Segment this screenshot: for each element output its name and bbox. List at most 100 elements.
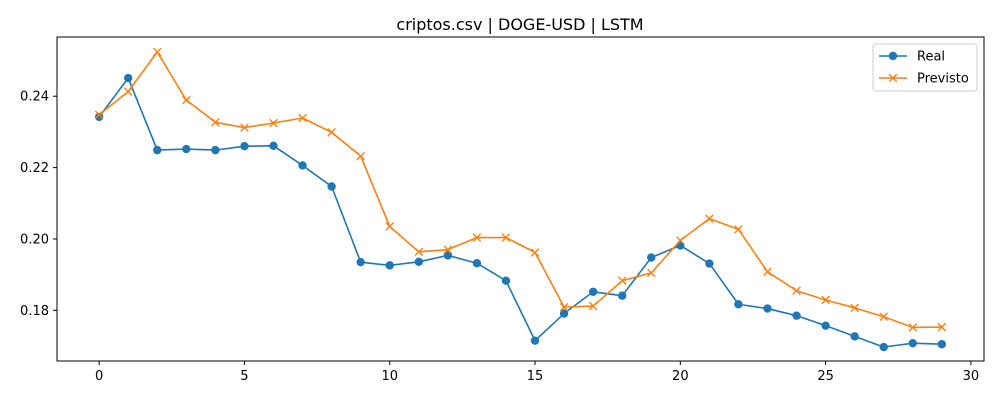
x-axis: 0 5 10 15 20 25 30 xyxy=(95,361,979,384)
data-point-real xyxy=(850,332,859,341)
x-marker-stroke xyxy=(182,95,191,105)
x-marker-stroke xyxy=(211,117,220,127)
data-point-previsto xyxy=(705,214,714,223)
x-marker-stroke xyxy=(734,225,743,234)
data-point-real xyxy=(240,141,249,151)
y-tick-label: 0.22 xyxy=(20,161,49,176)
data-point-real xyxy=(734,300,743,309)
data-point-previsto xyxy=(356,151,365,161)
x-marker-stroke xyxy=(937,322,947,332)
series-line-real xyxy=(98,77,942,348)
legend-label-previsto: Previsto xyxy=(917,72,969,87)
x-marker-stroke xyxy=(94,110,104,120)
x-tick-label: 25 xyxy=(817,369,834,384)
y-tick-label: 0.20 xyxy=(20,232,49,247)
y-tick-label: 0.18 xyxy=(20,304,49,319)
x-marker-stroke xyxy=(888,73,898,83)
x-tick-label: 15 xyxy=(527,369,544,384)
data-point-previsto xyxy=(530,248,540,257)
data-point-previsto xyxy=(850,303,859,313)
x-marker-stroke xyxy=(152,47,162,57)
data-point-previsto xyxy=(879,312,889,322)
series-line-previsto xyxy=(98,51,942,329)
data-point-previsto xyxy=(908,323,918,332)
data-point-previsto xyxy=(734,225,743,234)
data-point-real xyxy=(414,257,423,267)
x-tick-label: 0 xyxy=(95,369,103,384)
data-point-real xyxy=(821,321,830,330)
data-point-real xyxy=(269,141,278,151)
data-point-previsto xyxy=(821,295,830,305)
x-marker-stroke xyxy=(298,113,307,123)
data-point-real xyxy=(327,182,336,191)
x-marker-stroke xyxy=(240,123,249,132)
data-point-real xyxy=(908,338,918,348)
x-marker-stroke xyxy=(763,267,772,277)
x-marker-stroke xyxy=(472,233,482,242)
data-point-real xyxy=(385,261,394,270)
x-marker-stroke xyxy=(385,222,395,231)
x-marker-stroke xyxy=(821,295,830,305)
data-point-real xyxy=(123,73,133,83)
data-point-real xyxy=(530,336,540,345)
data-point-previsto xyxy=(588,301,598,311)
x-marker-stroke xyxy=(676,236,685,245)
series-previsto xyxy=(94,47,947,332)
x-marker-stroke xyxy=(705,214,714,223)
x-marker-stroke xyxy=(530,248,540,257)
data-point-real xyxy=(472,259,482,268)
x-tick-label: 10 xyxy=(381,369,398,384)
x-marker-stroke xyxy=(443,245,453,254)
data-point-real xyxy=(298,161,307,170)
data-point-previsto xyxy=(472,233,482,242)
x-marker-stroke xyxy=(559,302,569,312)
x-tick-label: 30 xyxy=(963,369,980,384)
y-tick-label: 0.24 xyxy=(20,90,49,105)
x-marker-stroke xyxy=(646,268,656,278)
x-tick-label: 5 xyxy=(240,369,248,384)
data-point-real xyxy=(588,287,598,296)
data-point-real xyxy=(792,311,801,320)
data-point-real xyxy=(705,259,714,268)
x-marker-stroke xyxy=(356,151,365,161)
data-point-previsto xyxy=(152,47,162,57)
x-tick-label: 20 xyxy=(672,369,689,384)
data-point-previsto xyxy=(123,87,133,96)
data-point-previsto xyxy=(501,233,511,242)
x-marker-stroke xyxy=(414,247,424,257)
data-point-previsto xyxy=(414,247,424,257)
data-point-real xyxy=(356,257,365,267)
data-point-previsto xyxy=(559,302,569,312)
x-marker-stroke xyxy=(908,323,918,332)
plot-area xyxy=(56,36,985,362)
y-axis: 0.18 0.20 0.22 0.24 xyxy=(20,90,57,319)
data-point-previsto xyxy=(182,95,191,105)
data-point-real xyxy=(618,291,627,300)
series-layer xyxy=(94,47,947,352)
data-point-real xyxy=(559,309,569,318)
x-marker-stroke xyxy=(879,312,889,322)
data-point-previsto xyxy=(792,286,801,295)
data-point-previsto xyxy=(443,245,453,254)
x-marker-stroke xyxy=(123,87,133,96)
x-marker-stroke xyxy=(269,118,278,128)
x-marker-stroke xyxy=(617,276,627,286)
data-point-previsto xyxy=(937,322,947,332)
data-point-real xyxy=(153,145,162,155)
x-marker-stroke xyxy=(588,301,598,311)
data-point-real xyxy=(182,144,191,154)
x-marker-stroke xyxy=(850,303,859,313)
data-point-previsto xyxy=(385,222,395,231)
x-marker-stroke xyxy=(327,127,336,137)
data-point-real xyxy=(763,304,772,313)
data-point-previsto xyxy=(646,268,656,278)
data-point-previsto xyxy=(327,127,336,137)
data-point-real xyxy=(937,340,947,349)
series-real xyxy=(94,73,947,352)
plot-frame xyxy=(56,36,985,362)
legend-marker-real xyxy=(888,51,898,61)
data-point-previsto xyxy=(94,110,104,120)
legend-entry-previsto: Previsto xyxy=(879,72,969,87)
data-point-previsto xyxy=(763,267,772,277)
legend-marker-previsto xyxy=(888,73,898,83)
